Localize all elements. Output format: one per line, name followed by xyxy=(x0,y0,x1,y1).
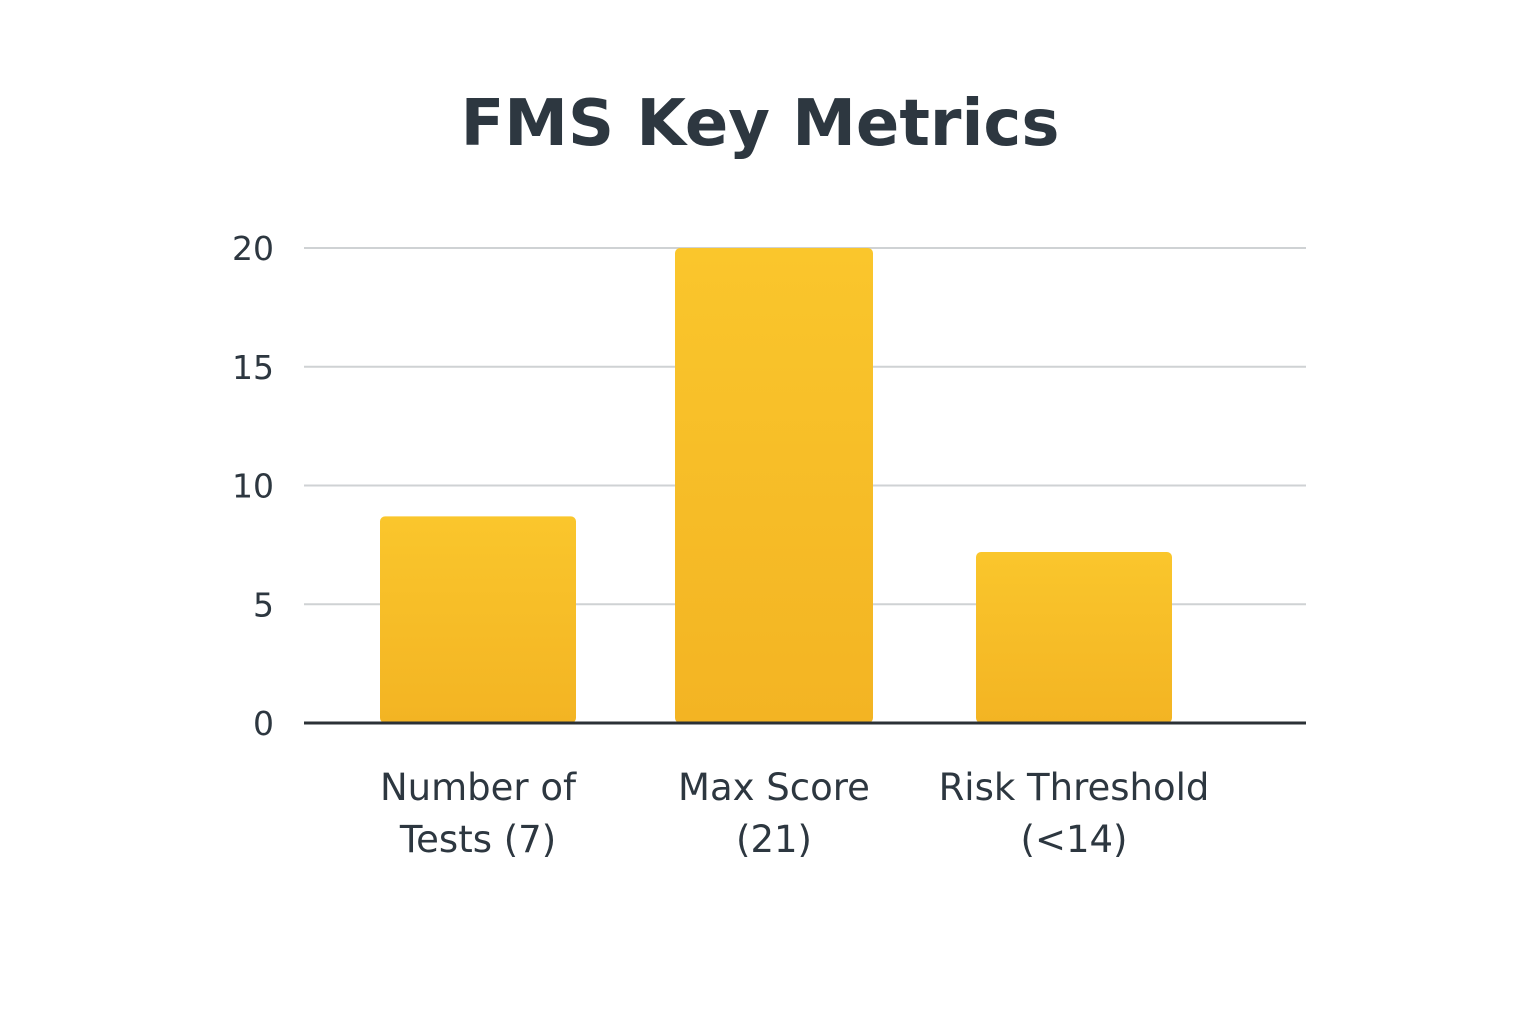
y-tick-label-5: 5 xyxy=(253,585,274,624)
x-category-label-1-line-1: (21) xyxy=(736,818,812,861)
y-tick-label-15: 15 xyxy=(232,348,274,387)
y-axis-ticks: 0 5 10 15 20 xyxy=(232,229,274,743)
y-tick-label-20: 20 xyxy=(232,229,274,268)
bar-0 xyxy=(380,516,576,723)
bar-1 xyxy=(675,248,873,723)
x-category-label-2-line-0: Risk Threshold xyxy=(939,766,1210,809)
chart-title: FMS Key Metrics xyxy=(461,87,1060,161)
bar-2 xyxy=(976,552,1172,723)
x-axis-labels: Number of Tests (7) Max Score (21) Risk Thre… xyxy=(380,766,1209,861)
x-category-label-2-line-1: (<14) xyxy=(1021,818,1128,861)
x-category-label-0-line-0: Number of xyxy=(380,766,577,809)
x-category-label-0-line-1: Tests (7) xyxy=(399,818,556,861)
x-category-label-1-line-0: Max Score xyxy=(678,766,870,809)
y-tick-label-10: 10 xyxy=(232,467,274,506)
bars xyxy=(380,248,1172,723)
y-tick-label-0: 0 xyxy=(253,704,274,743)
